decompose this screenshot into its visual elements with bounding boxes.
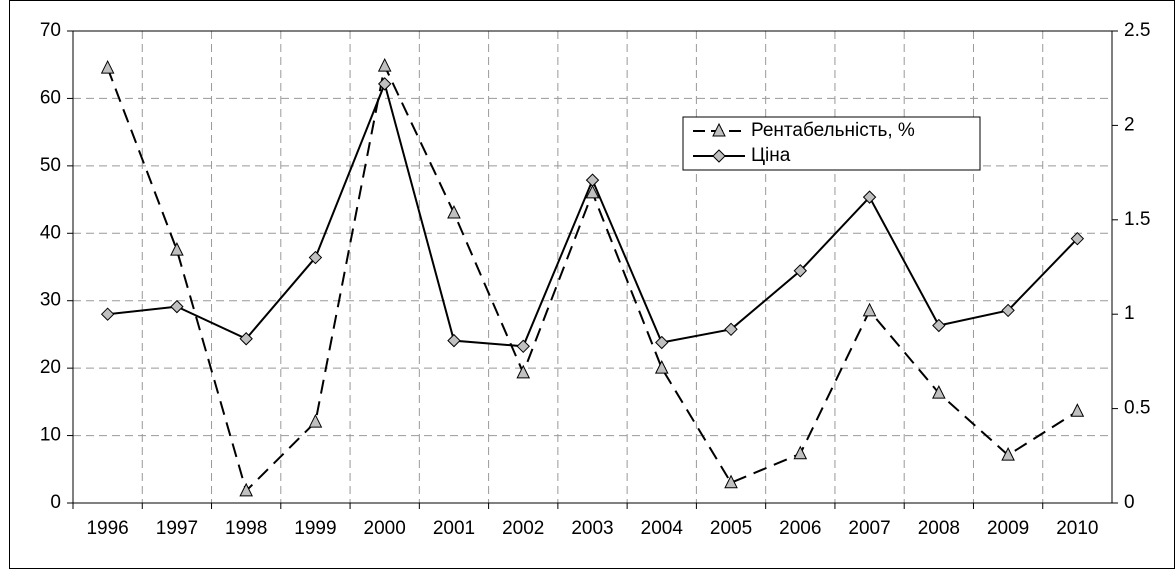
x-tick-label: 2001 — [433, 518, 475, 539]
point-marker — [585, 184, 600, 199]
point-marker — [308, 250, 323, 265]
y-tick-label: 40 — [40, 222, 61, 243]
y-tick-label: 60 — [40, 87, 61, 108]
legend-box — [682, 116, 981, 171]
x-tick-label: 2008 — [918, 518, 960, 539]
point-marker — [862, 190, 877, 204]
point-marker — [1001, 447, 1015, 461]
point-marker — [170, 242, 184, 256]
y-tick-label: 10 — [40, 425, 61, 446]
y-tick-label: 20 — [40, 357, 61, 378]
x-tick-label: 2003 — [571, 518, 613, 539]
x-tick-label: 1996 — [86, 518, 128, 539]
point-marker — [308, 413, 323, 428]
point-marker — [585, 173, 600, 187]
plot-border — [72, 30, 1113, 504]
y-tick-label: 70 — [40, 20, 61, 41]
x-tick-label: 2000 — [364, 518, 406, 539]
x-tick-label: 2002 — [502, 518, 544, 539]
y2-tick-label: 1.5 — [1124, 209, 1150, 230]
point-marker — [793, 264, 808, 278]
y-tick-label: 0 — [50, 492, 61, 513]
point-marker — [239, 482, 253, 497]
y2-tick-label: 0.5 — [1124, 398, 1150, 419]
point-marker — [447, 333, 461, 348]
point-marker — [100, 59, 115, 74]
frame — [9, 0, 1175, 569]
legend-marker — [712, 149, 726, 163]
x-tick-label: 1997 — [156, 518, 198, 539]
x-tick-label: 1999 — [294, 518, 336, 539]
point-marker — [447, 204, 461, 219]
point-marker — [170, 299, 184, 314]
point-marker — [932, 384, 946, 399]
point-marker — [724, 474, 738, 489]
point-marker — [654, 360, 669, 374]
y2-tick-label: 0 — [1124, 492, 1135, 513]
x-tick-label: 2010 — [1056, 518, 1098, 539]
x-tick-label: 2004 — [641, 518, 684, 539]
point-marker — [377, 77, 392, 91]
point-marker — [724, 322, 738, 337]
point-marker — [516, 339, 530, 354]
y-tick-label: 30 — [40, 290, 61, 311]
x-tick-label: 1998 — [225, 518, 267, 539]
point-marker — [862, 302, 877, 317]
y2-tick-label: 2 — [1124, 114, 1135, 135]
legend-label: Рентабельність, % — [751, 120, 915, 141]
point-marker — [793, 445, 808, 460]
y2-tick-label: 2.5 — [1124, 20, 1150, 41]
point-marker — [655, 335, 669, 350]
point-marker — [516, 364, 531, 379]
legend-marker — [712, 122, 726, 137]
point-marker — [377, 57, 392, 72]
legend-label: Ціна — [751, 145, 791, 166]
x-tick-label: 2009 — [987, 518, 1029, 539]
x-tick-label: 2006 — [779, 518, 821, 539]
point-marker — [1001, 303, 1015, 318]
x-tick-label: 2005 — [710, 518, 752, 539]
point-marker — [239, 332, 253, 346]
y2-tick-label: 1 — [1124, 303, 1135, 324]
x-tick-label: 2007 — [848, 518, 890, 539]
point-marker — [100, 307, 115, 321]
point-marker — [1070, 403, 1085, 417]
point-marker — [932, 318, 946, 333]
y-tick-label: 50 — [40, 155, 61, 176]
point-marker — [1070, 231, 1085, 246]
